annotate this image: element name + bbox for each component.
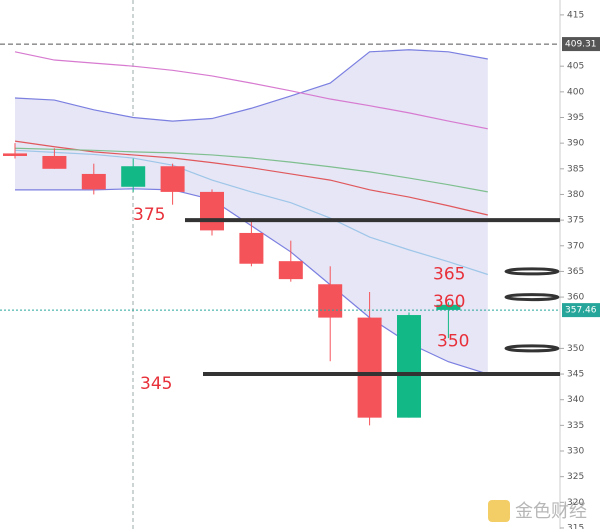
- y-tick-label: 340: [567, 395, 584, 405]
- overlay-line: [14, 149, 488, 276]
- y-tick-label: 415: [567, 10, 584, 20]
- annotation: 375: [133, 205, 165, 225]
- overlay-line: [14, 147, 488, 193]
- y-tick-label: 315: [567, 523, 584, 529]
- candle-body: [42, 155, 67, 169]
- overlay-line: [14, 51, 488, 130]
- y-tick-label: 395: [567, 113, 584, 123]
- y-tick-label: 400: [567, 87, 584, 97]
- y-tick-label: 375: [567, 216, 584, 226]
- level-ellipse: [504, 293, 560, 302]
- price-label: 357.46: [565, 306, 597, 316]
- y-tick-label: 405: [567, 62, 584, 72]
- y-tick-label: 330: [567, 447, 584, 457]
- y-tick-label: 390: [567, 139, 584, 149]
- y-tick-label: 360: [567, 293, 584, 303]
- candle-body: [436, 304, 461, 310]
- y-tick-label: 345: [567, 370, 584, 380]
- candle-body: [200, 191, 224, 231]
- price-label-bg: [562, 37, 600, 52]
- candle-body: [160, 166, 185, 192]
- candle-body: [318, 284, 343, 318]
- candle-body: [397, 315, 421, 418]
- y-tick-label: 335: [567, 421, 584, 431]
- y-tick-label: 385: [567, 164, 584, 174]
- watermark: 金色财经: [515, 501, 587, 522]
- logo: [488, 500, 510, 522]
- level-ellipse: [504, 267, 560, 276]
- candle-body: [239, 232, 264, 264]
- y-tick-label: 380: [567, 190, 584, 200]
- annotation: 365: [433, 264, 465, 284]
- candle-body: [121, 166, 146, 187]
- price-label: 409.31: [565, 40, 597, 50]
- overlay-line: [14, 49, 488, 122]
- candle-body: [3, 153, 27, 156]
- overlay-line: [14, 140, 488, 216]
- y-tick-label: 325: [567, 472, 584, 482]
- annotation: 345: [140, 374, 172, 394]
- y-tick-label: 350: [567, 344, 584, 354]
- price-label-bg: [562, 303, 600, 318]
- annotation: 360: [433, 292, 465, 312]
- candle-body: [278, 261, 303, 280]
- candle-body: [357, 317, 382, 418]
- annotation: 350: [437, 331, 469, 351]
- level-ellipse: [504, 344, 560, 353]
- candle-body: [81, 173, 106, 190]
- y-tick-label: 365: [567, 267, 584, 277]
- y-tick-label: 320: [567, 498, 584, 508]
- y-tick-label: 370: [567, 241, 584, 251]
